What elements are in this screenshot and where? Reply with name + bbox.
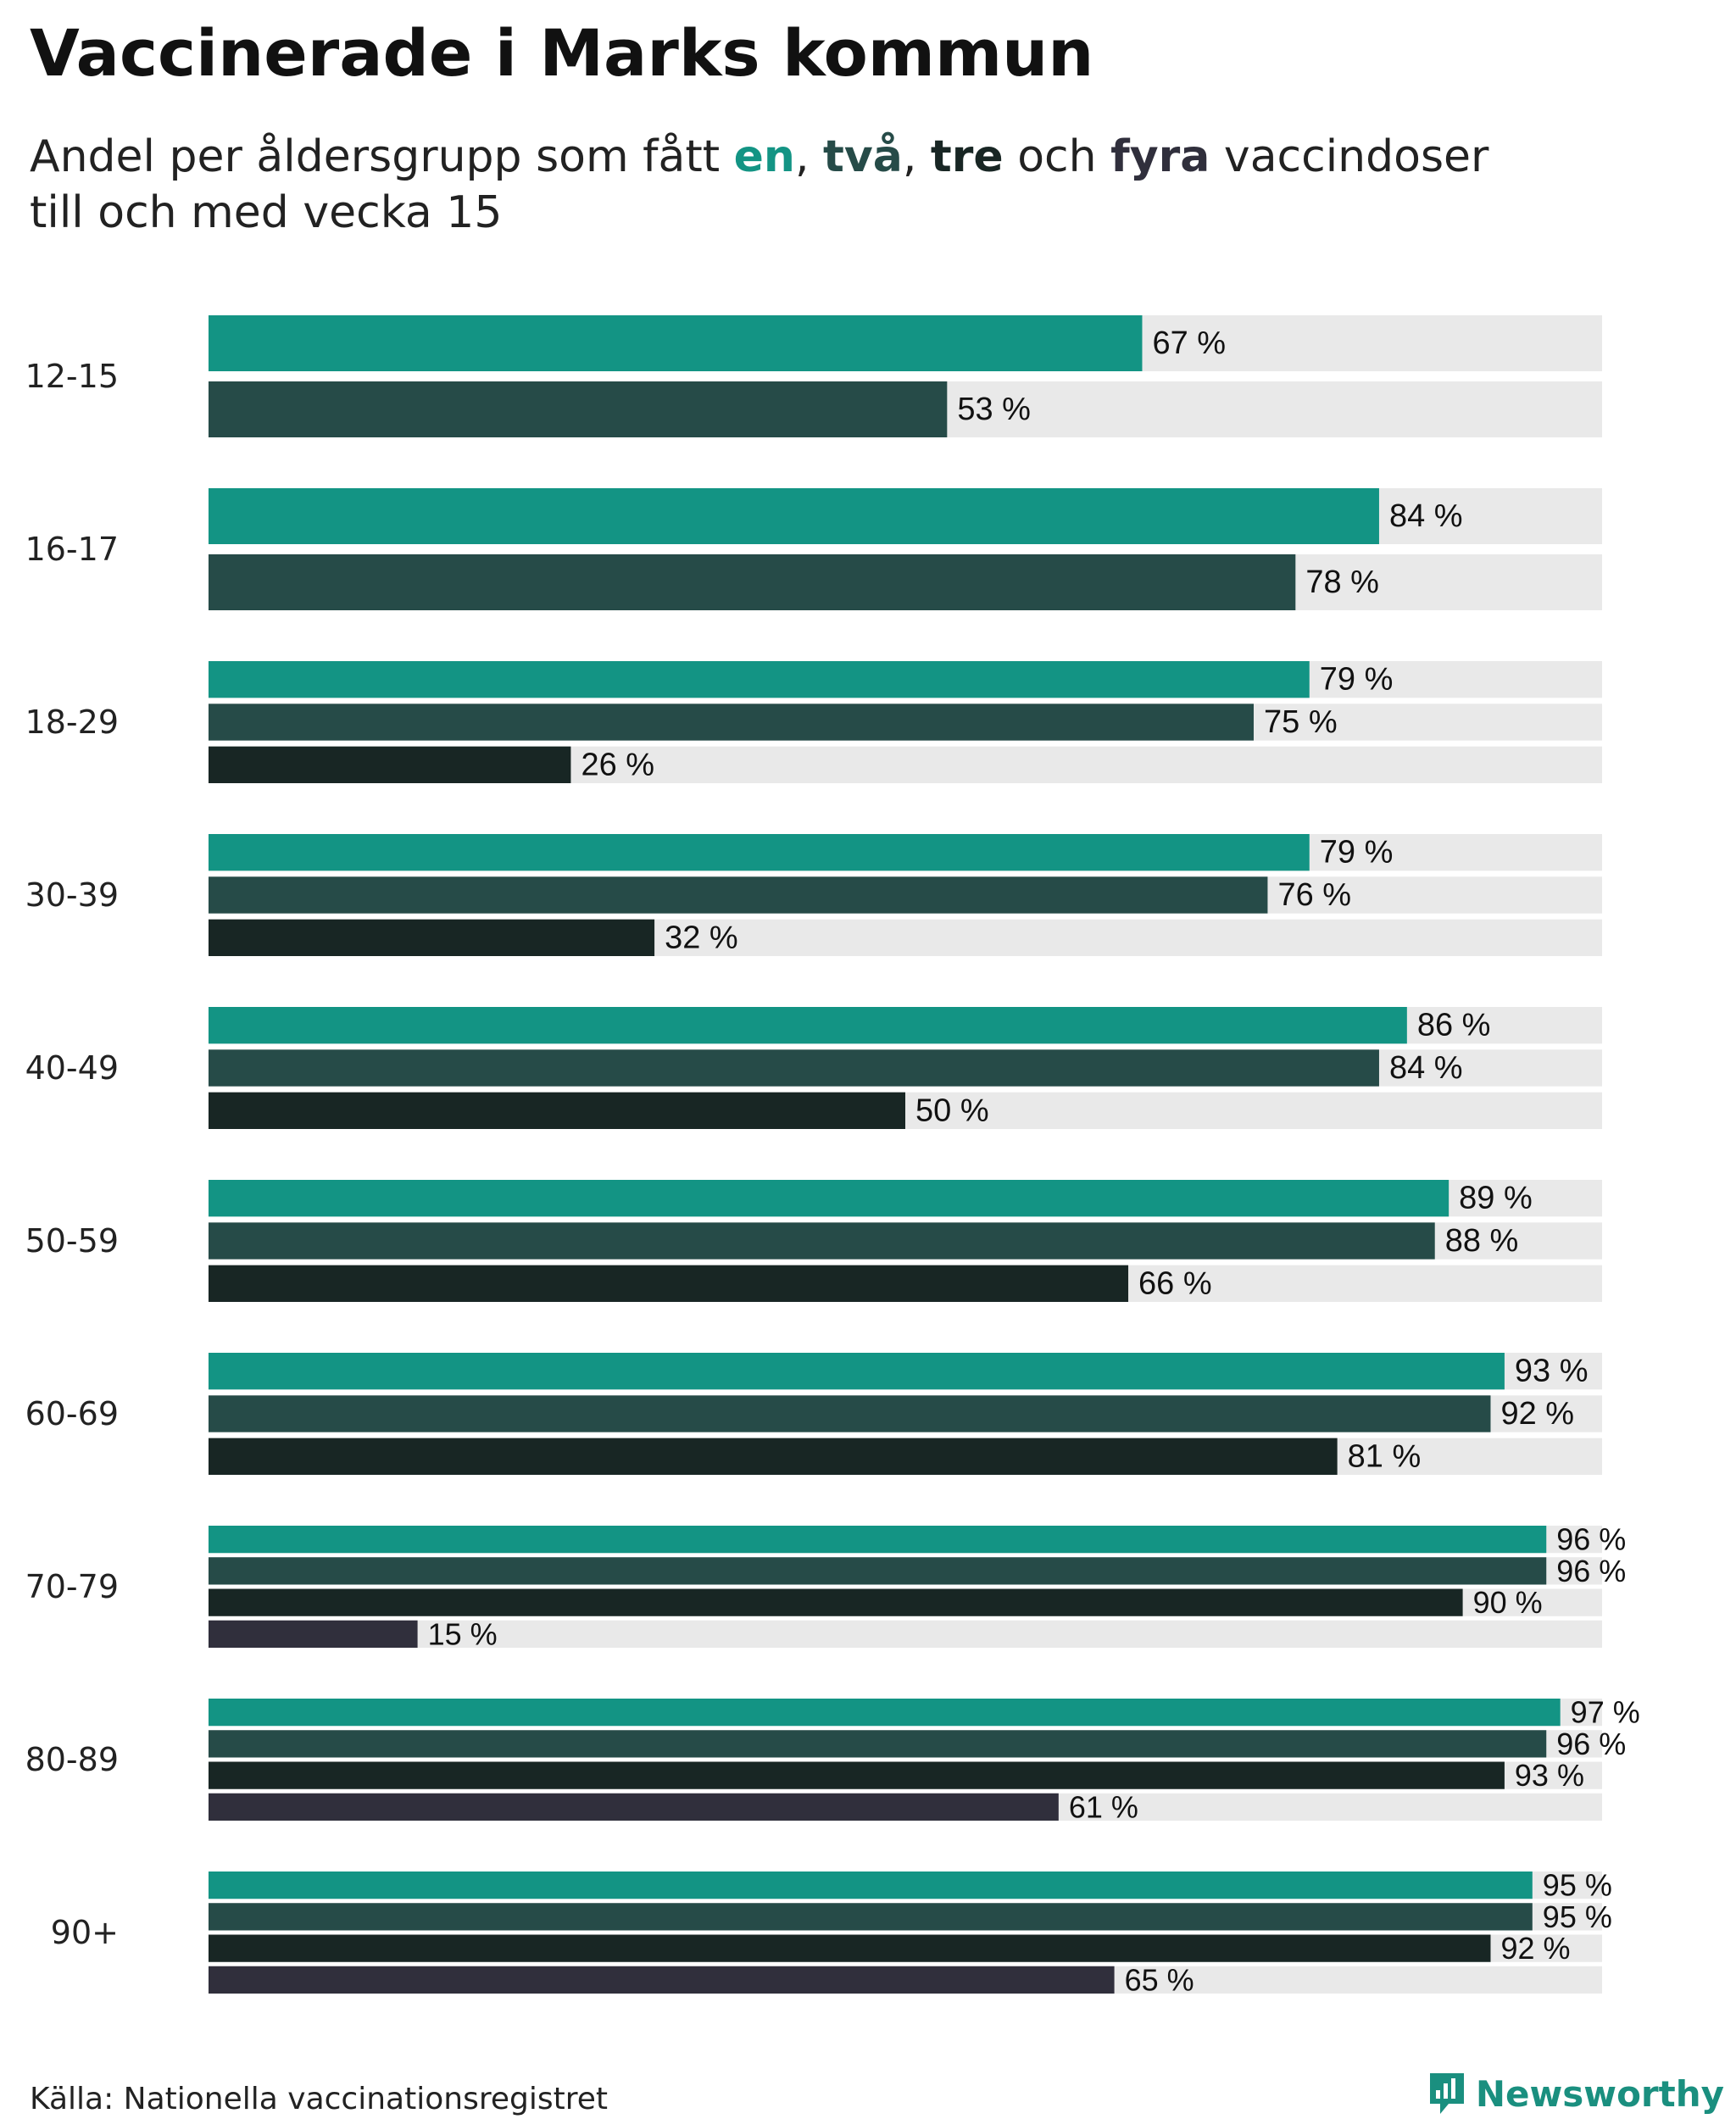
bar-track-70-79-fyra — [209, 1620, 1602, 1648]
bar-90--tv- — [209, 1903, 1533, 1931]
bar-60-69-tre — [209, 1438, 1338, 1475]
source-note: Källa: Nationella vaccinationsregistret — [30, 2082, 608, 2116]
subtitle-sep-1: , — [794, 131, 824, 182]
data-label-40-49-tv-: 84 % — [1389, 1050, 1463, 1086]
data-label-30-39-tre: 32 % — [665, 920, 738, 955]
bar-12-15-en — [209, 315, 1143, 371]
data-label-16-17-en: 84 % — [1389, 498, 1463, 534]
brand-name: Newsworthy — [1475, 2072, 1724, 2115]
bar-50-59-tv- — [209, 1222, 1435, 1260]
bar-16-17-en — [209, 488, 1379, 544]
data-label-70-79-tv-: 96 % — [1556, 1554, 1626, 1588]
bar-50-59-tre — [209, 1265, 1129, 1302]
bar-40-49-en — [209, 1007, 1407, 1044]
data-label-50-59-tv-: 88 % — [1445, 1223, 1519, 1259]
data-label-18-29-tv-: 75 % — [1264, 704, 1338, 740]
data-label-80-89-fyra: 61 % — [1069, 1789, 1138, 1824]
bar-18-29-tv- — [209, 704, 1254, 741]
bar-50-59-en — [209, 1180, 1449, 1217]
bar-18-29-en — [209, 661, 1310, 698]
data-label-80-89-tv-: 96 % — [1556, 1727, 1626, 1761]
bar-80-89-tre — [209, 1761, 1505, 1789]
data-label-30-39-en: 79 % — [1320, 835, 1394, 870]
data-label-90--tv-: 95 % — [1543, 1899, 1612, 1934]
data-label-16-17-tv-: 78 % — [1305, 565, 1379, 600]
category-label-18-29: 18-29 — [25, 704, 119, 741]
chart-title: Vaccinerade i Marks kommun — [30, 15, 1094, 91]
newsworthy-logo-icon — [1429, 2073, 1464, 2114]
subtitle-line-2: till och med vecka 15 — [30, 187, 503, 238]
category-label-50-59: 50-59 — [25, 1222, 119, 1260]
category-label-12-15: 12-15 — [25, 358, 119, 395]
data-label-60-69-tv-: 92 % — [1500, 1396, 1574, 1432]
category-label-90-: 90+ — [51, 1914, 119, 1951]
bar-70-79-en — [209, 1526, 1547, 1554]
category-label-80-89: 80-89 — [25, 1741, 119, 1778]
data-label-18-29-tre: 26 % — [581, 747, 654, 782]
bar-40-49-tre — [209, 1092, 905, 1129]
data-label-40-49-tre: 50 % — [915, 1093, 989, 1128]
bar-80-89-en — [209, 1699, 1561, 1727]
bar-18-29-tre — [209, 746, 571, 783]
category-label-40-49: 40-49 — [25, 1049, 119, 1087]
bar-80-89-tv- — [209, 1730, 1547, 1758]
bar-90--en — [209, 1872, 1533, 1899]
data-label-80-89-tre: 93 % — [1515, 1758, 1584, 1793]
bar-90--fyra — [209, 1966, 1115, 1994]
bar-30-39-en — [209, 834, 1310, 871]
bar-70-79-tv- — [209, 1557, 1547, 1585]
category-label-60-69: 60-69 — [25, 1395, 119, 1432]
bar-40-49-tv- — [209, 1049, 1379, 1087]
subtitle-sep-2: , — [902, 131, 931, 182]
category-label-16-17: 16-17 — [25, 531, 119, 568]
data-label-40-49-en: 86 % — [1417, 1008, 1491, 1043]
data-label-90--tre: 92 % — [1500, 1931, 1570, 1966]
bar-60-69-tv- — [209, 1395, 1491, 1432]
data-label-12-15-en: 67 % — [1152, 325, 1226, 361]
data-label-70-79-tre: 90 % — [1473, 1585, 1543, 1620]
bar-70-79-fyra — [209, 1620, 418, 1648]
data-label-80-89-en: 97 % — [1571, 1695, 1640, 1730]
brand: Newsworthy — [1427, 2070, 1724, 2117]
bar-90--tre — [209, 1934, 1491, 1962]
data-label-60-69-en: 93 % — [1515, 1354, 1589, 1389]
data-label-30-39-tv-: 76 % — [1277, 877, 1351, 913]
subtitle-fyra: fyra — [1110, 131, 1210, 182]
bar-16-17-tv- — [209, 554, 1296, 610]
bar-30-39-tre — [209, 919, 655, 956]
data-label-70-79-en: 96 % — [1556, 1522, 1626, 1557]
subtitle-och: och — [1003, 131, 1111, 182]
data-label-50-59-en: 89 % — [1459, 1181, 1533, 1216]
bar-60-69-en — [209, 1353, 1505, 1390]
subtitle-prefix: Andel per åldersgrupp som fått — [30, 131, 734, 182]
bar-80-89-fyra — [209, 1793, 1059, 1821]
data-label-18-29-en: 79 % — [1320, 662, 1394, 698]
subtitle-tva: två — [823, 131, 903, 182]
bar-70-79-tre — [209, 1588, 1463, 1616]
data-label-60-69-tre: 81 % — [1348, 1438, 1422, 1474]
subtitle-en: en — [733, 131, 795, 182]
data-label-90--fyra: 65 % — [1125, 1962, 1194, 1997]
data-label-70-79-fyra: 15 % — [428, 1616, 498, 1651]
data-label-12-15-tv-: 53 % — [957, 392, 1031, 427]
category-label-70-79: 70-79 — [25, 1568, 119, 1605]
data-label-50-59-tre: 66 % — [1138, 1265, 1212, 1301]
bar-12-15-tv- — [209, 381, 948, 437]
subtitle-tre: tre — [930, 131, 1004, 182]
data-label-90--en: 95 % — [1543, 1868, 1612, 1903]
category-label-30-39: 30-39 — [25, 876, 119, 914]
bar-30-39-tv- — [209, 876, 1268, 914]
subtitle-suffix: vaccindoser — [1210, 131, 1489, 182]
chart-subtitle: Andel per åldersgrupp som fått en, två, … — [30, 129, 1640, 241]
